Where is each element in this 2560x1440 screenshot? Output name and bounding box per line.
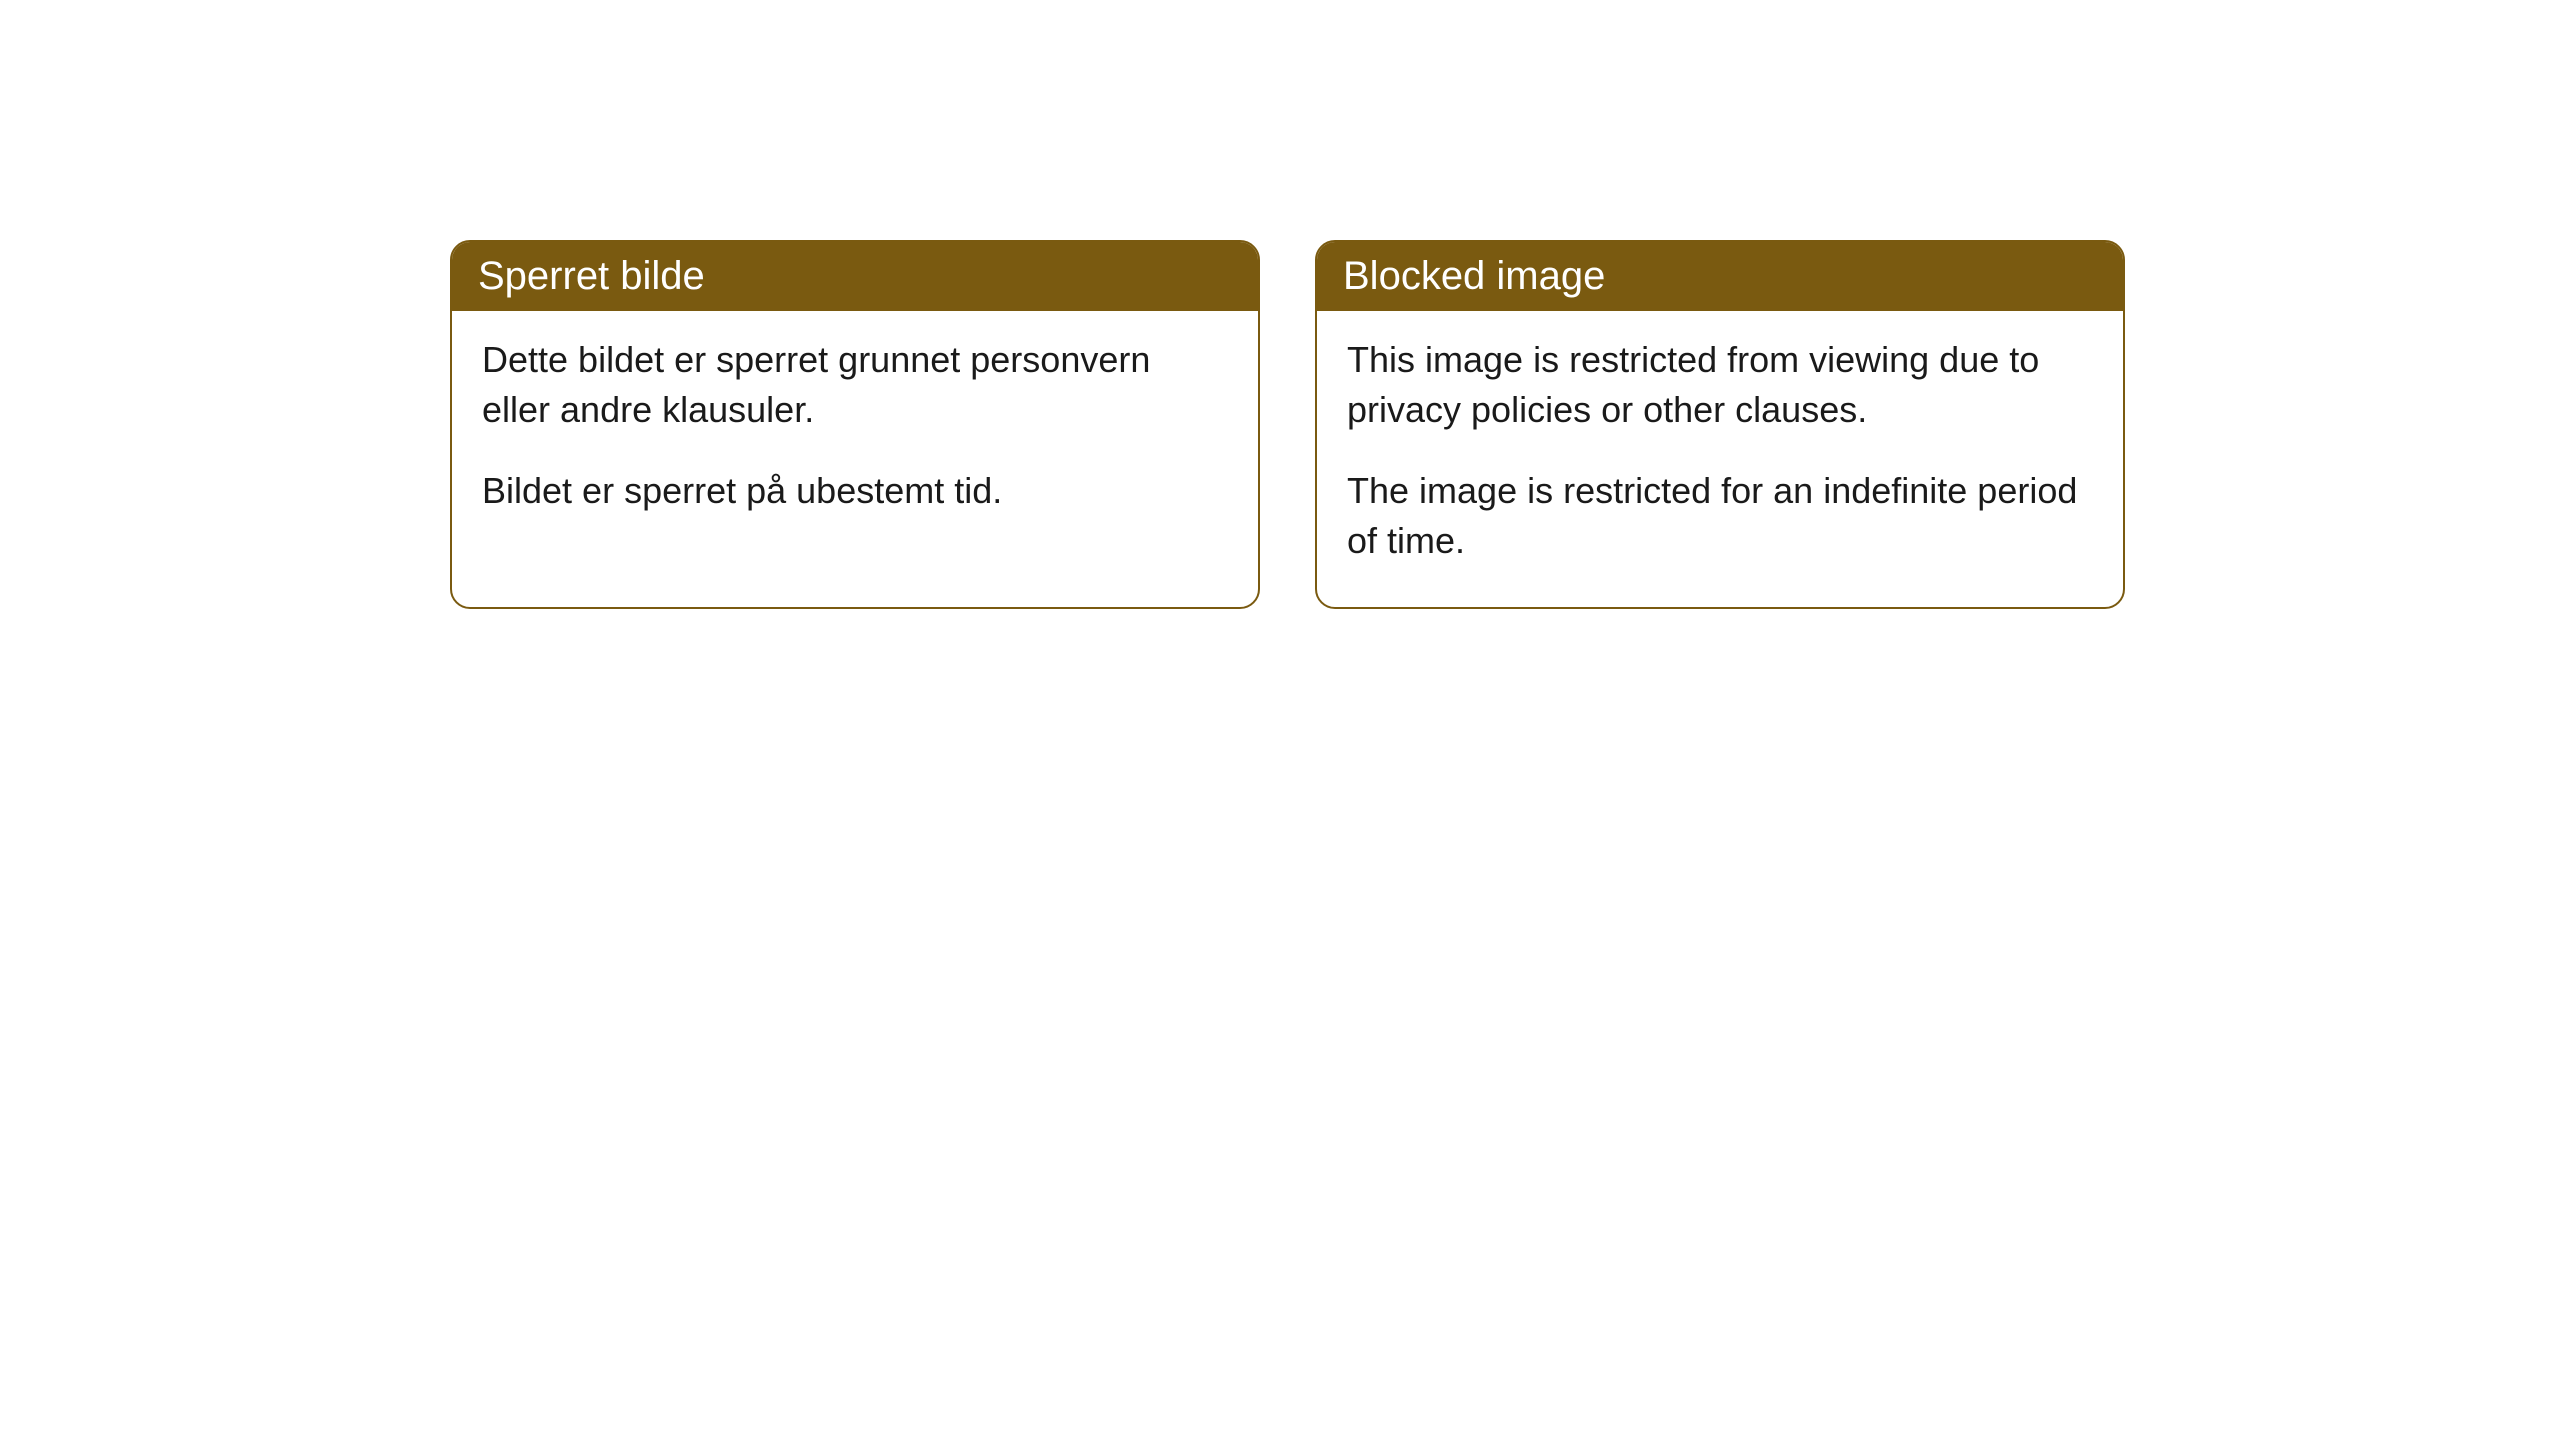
notice-body: This image is restricted from viewing du… [1317,311,2123,607]
notice-paragraph: The image is restricted for an indefinit… [1347,466,2093,567]
notice-body: Dette bildet er sperret grunnet personve… [452,311,1258,556]
notice-header: Sperret bilde [452,242,1258,311]
notice-card-norwegian: Sperret bilde Dette bildet er sperret gr… [450,240,1260,609]
notice-card-english: Blocked image This image is restricted f… [1315,240,2125,609]
notice-container: Sperret bilde Dette bildet er sperret gr… [0,0,2560,609]
notice-header: Blocked image [1317,242,2123,311]
notice-paragraph: This image is restricted from viewing du… [1347,335,2093,436]
notice-paragraph: Bildet er sperret på ubestemt tid. [482,466,1228,516]
notice-paragraph: Dette bildet er sperret grunnet personve… [482,335,1228,436]
